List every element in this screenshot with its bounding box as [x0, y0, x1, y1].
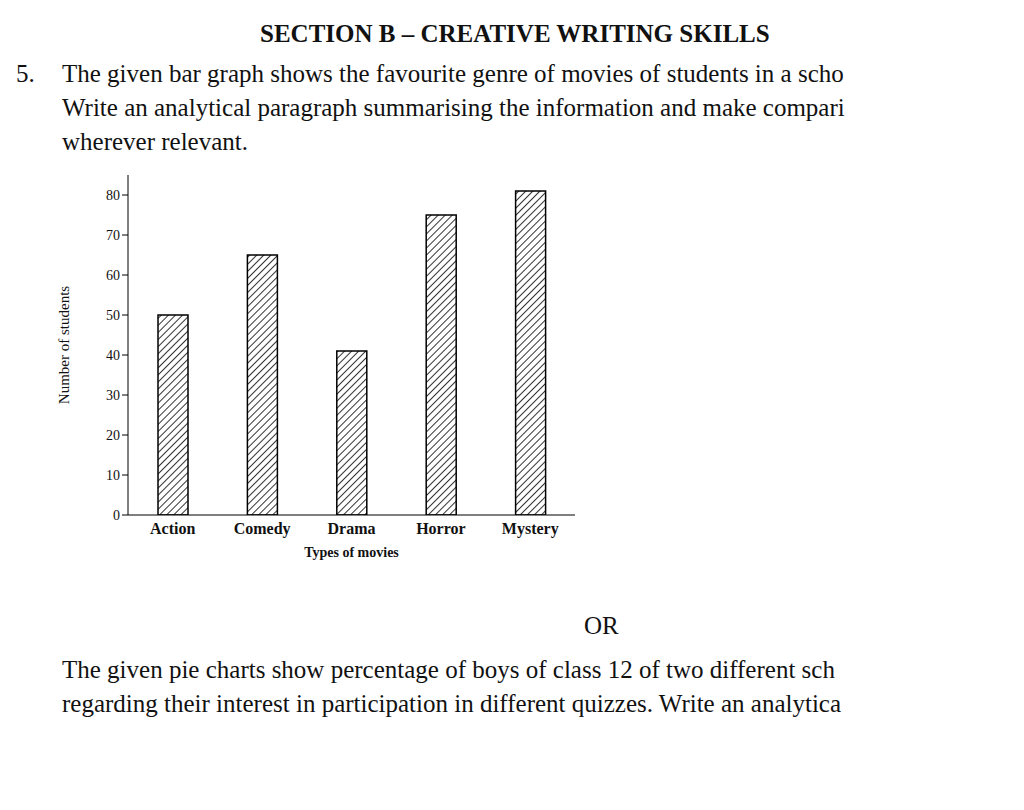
svg-text:70: 70	[106, 228, 120, 243]
html-text:The given pie charts show perc: The given pie charts show percentage of …	[62, 656, 835, 683]
svg-text:30: 30	[106, 388, 120, 403]
svg-text:20: 20	[106, 428, 120, 443]
html-text:OR: OR	[584, 612, 619, 639]
svg-text:Mystery: Mystery	[502, 520, 559, 538]
svg-text:Drama: Drama	[328, 520, 376, 537]
html-text:regarding their interest in pa: regarding their interest in participatio…	[62, 690, 841, 717]
svg-text:Comedy: Comedy	[234, 520, 291, 538]
svg-text:Types of movies: Types of movies	[304, 545, 399, 560]
svg-text:Action: Action	[150, 520, 195, 537]
html-text:SECTION B – CREATIVE WRITING S: SECTION B – CREATIVE WRITING SKILLS	[260, 20, 770, 47]
svg-text:0: 0	[113, 508, 120, 523]
html-text:The given bar graph shows the: The given bar graph shows the favourite …	[62, 60, 844, 87]
svg-text:Number of students: Number of students	[56, 286, 72, 404]
html-text:Write an analytical paragraph: Write an analytical paragraph summarisin…	[62, 94, 845, 121]
html-text:wherever relevant.: wherever relevant.	[62, 128, 248, 155]
svg-text:60: 60	[106, 268, 120, 283]
svg-text:50: 50	[106, 308, 120, 323]
svg-text:40: 40	[106, 348, 120, 363]
svg-text:10: 10	[106, 468, 120, 483]
svg-text:80: 80	[106, 188, 120, 203]
svg-text:Horror: Horror	[416, 520, 465, 537]
html-text:5.: 5.	[16, 60, 35, 87]
